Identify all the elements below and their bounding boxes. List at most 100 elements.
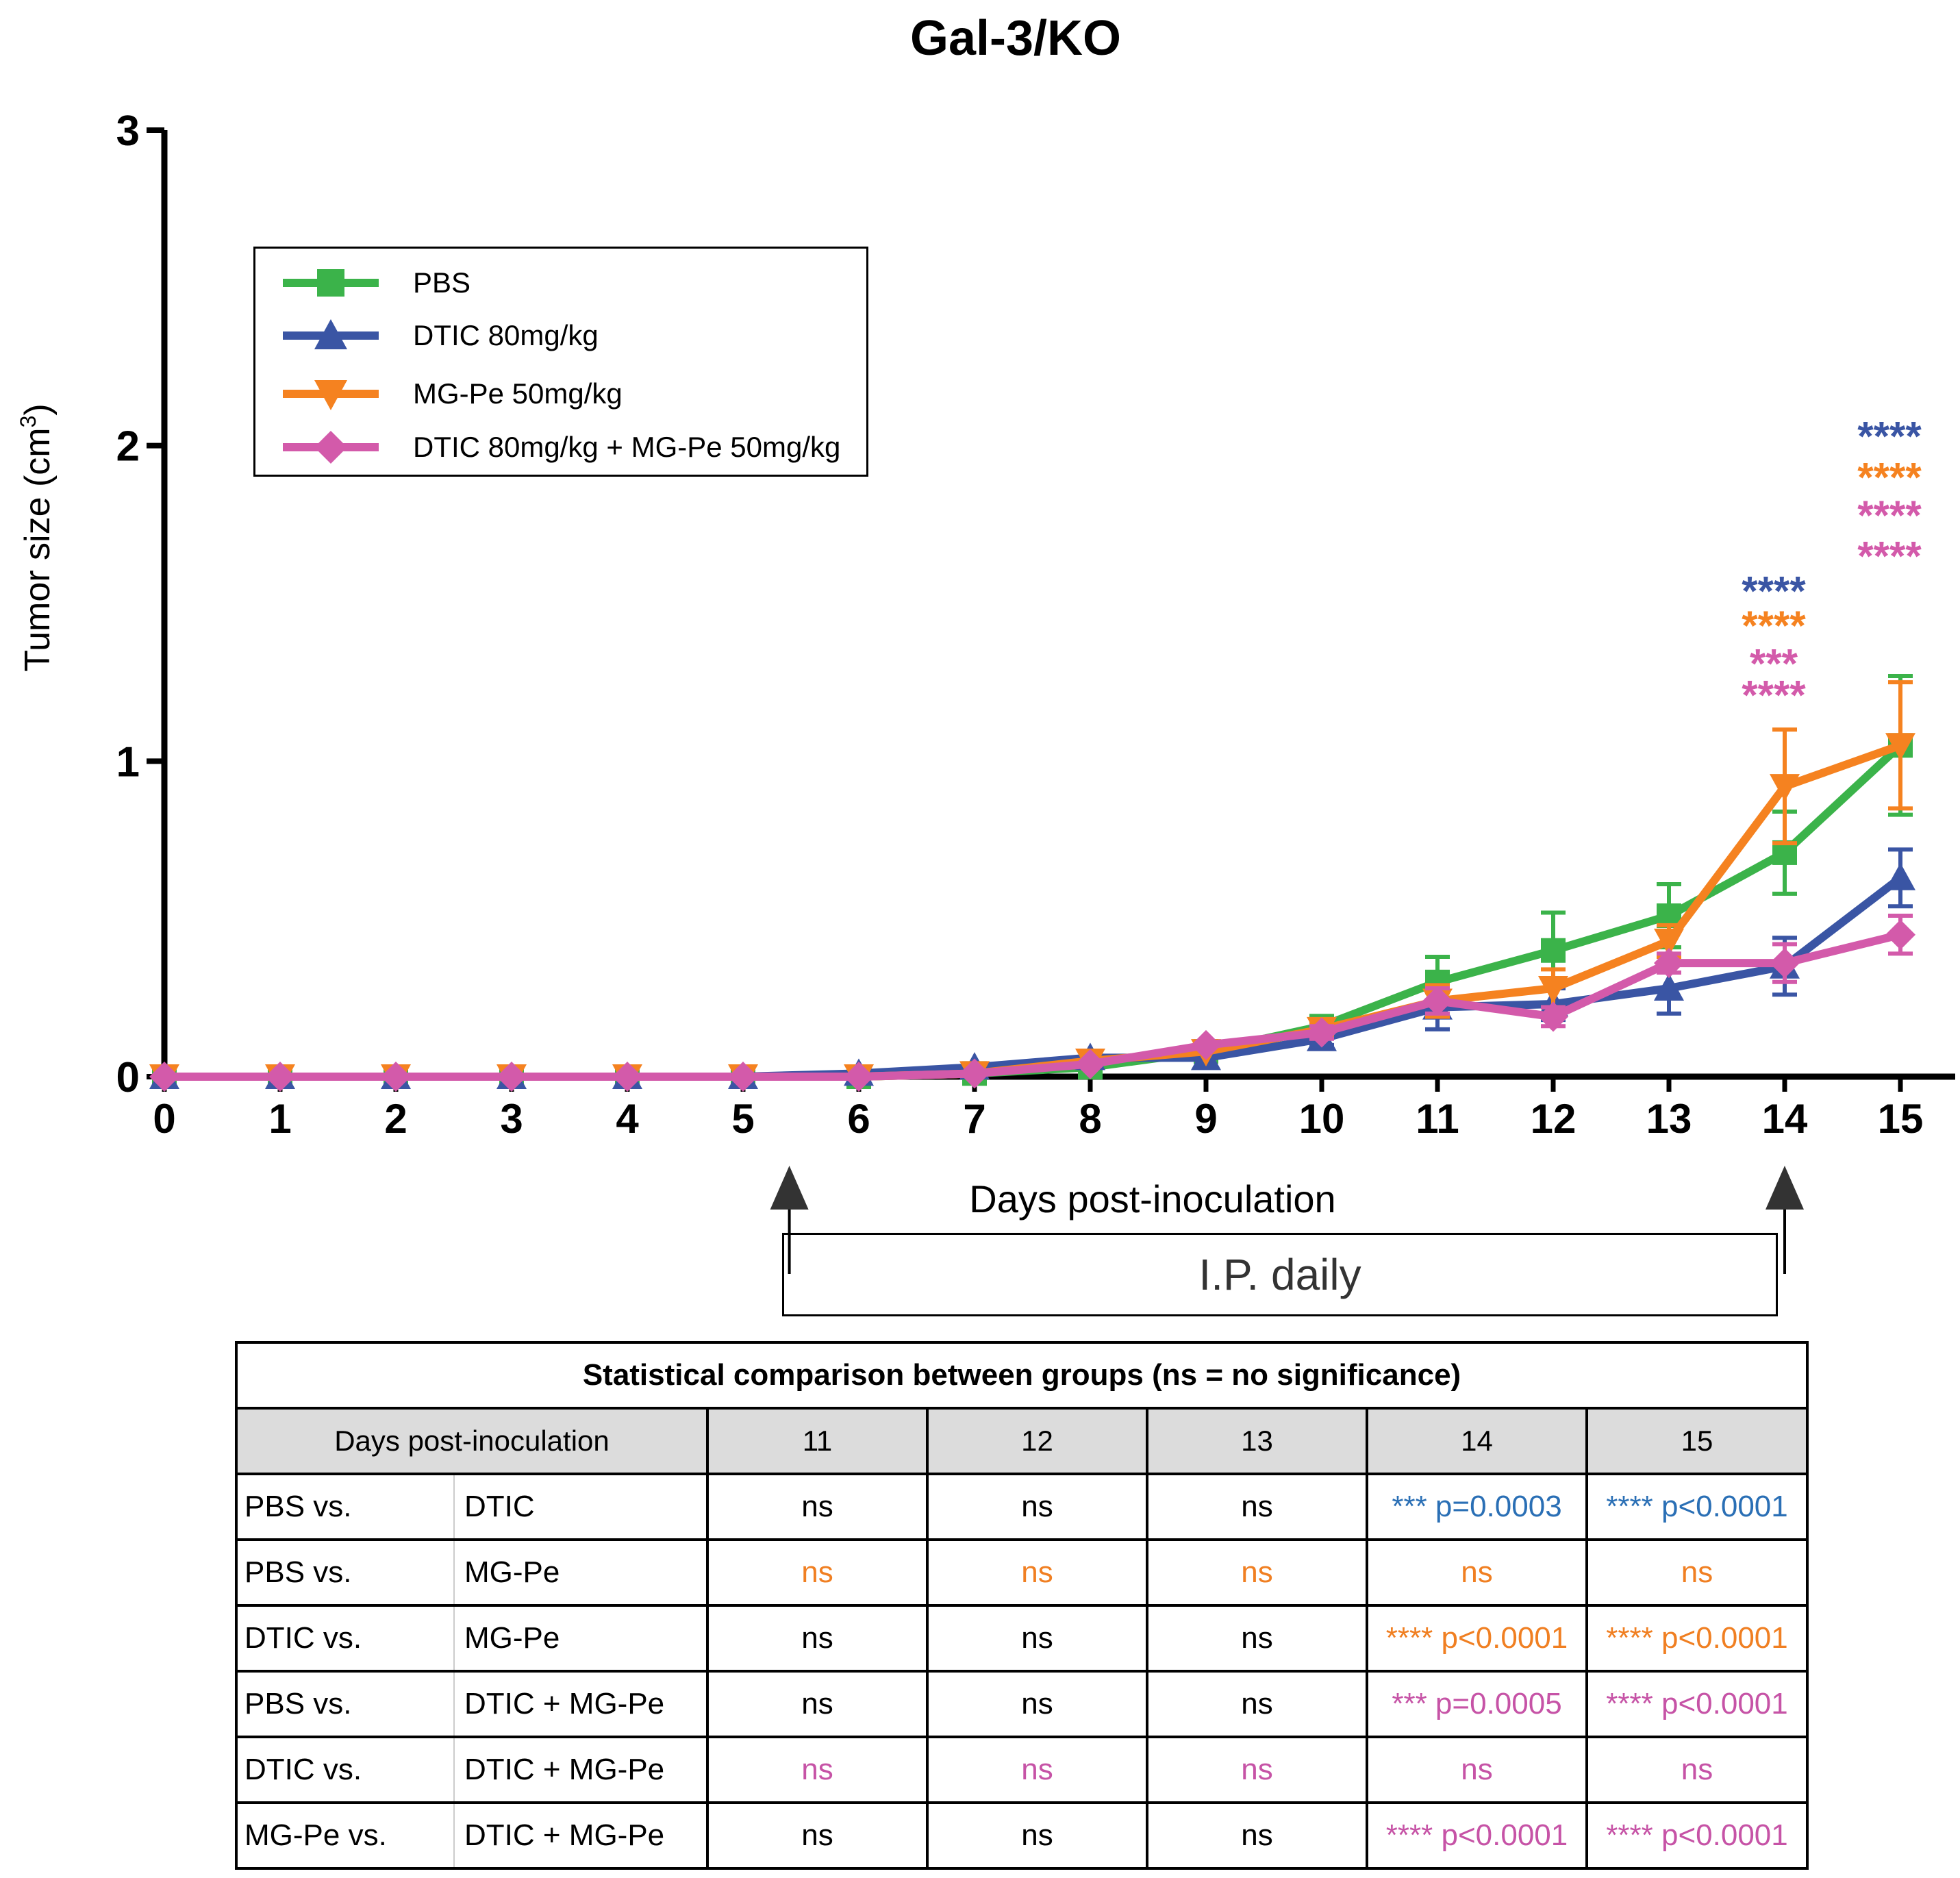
data-point: [1885, 733, 1915, 761]
comparison-group-2: DTIC + MG-Pe: [453, 1670, 709, 1738]
legend-swatch-combo: [283, 431, 379, 464]
significance-cell: **** p<0.0001: [1585, 1604, 1809, 1673]
treatment-box: I.P. daily: [782, 1233, 1778, 1316]
comparison-group-1: MG-Pe vs.: [235, 1801, 455, 1870]
significance-cell: ns: [926, 1604, 1148, 1673]
significance-cell: ns: [926, 1670, 1148, 1738]
series-line: [164, 741, 1902, 1081]
y-tick-label: 0: [116, 1054, 140, 1101]
table-header-day: 14: [1366, 1407, 1588, 1475]
significance-cell: **** p<0.0001: [1366, 1604, 1588, 1673]
significance-cell: ns: [1146, 1604, 1368, 1673]
data-point: [728, 1062, 758, 1092]
x-tick-label: 1: [268, 1096, 291, 1142]
table-header-label: Days post-inoculation: [235, 1407, 709, 1475]
data-point: [612, 1062, 642, 1092]
y-axis-label: Tumor size (cm3): [16, 403, 58, 671]
table-row: PBS vs. DTIC ns ns ns *** p=0.0003 **** p<0.00…: [235, 1473, 1809, 1541]
significance-cell: ns: [706, 1473, 929, 1541]
significance-cell: ns: [706, 1736, 929, 1804]
data-point: [844, 1062, 874, 1092]
x-tick-label: 14: [1762, 1096, 1808, 1142]
comparison-group-1: PBS vs.: [235, 1670, 455, 1738]
series-layer: [149, 673, 1915, 1092]
significance-cell: ns: [1146, 1670, 1368, 1738]
series-line: [164, 930, 1902, 1081]
table-header-day: 15: [1585, 1407, 1809, 1475]
legend-swatch-pbs: [283, 269, 379, 297]
significance-cell: ns: [1585, 1538, 1809, 1607]
y-tick-label: 2: [116, 423, 140, 471]
treatment-arrows: [770, 1166, 1804, 1274]
data-point: [1191, 1029, 1221, 1060]
table-row: PBS vs. MG-Pe ns ns ns ns ns: [235, 1538, 1809, 1607]
significance-stars: ***: [1750, 640, 1798, 686]
significance-cell: ns: [1146, 1736, 1368, 1804]
x-tick-label: 7: [963, 1096, 985, 1142]
data-point: [1422, 986, 1453, 1016]
significance-cell: ns: [926, 1801, 1148, 1870]
statistics-table: Statistical comparison between groups (n…: [234, 1341, 1809, 1870]
series-3: [149, 914, 1915, 1092]
comparison-group-2: MG-Pe: [453, 1538, 709, 1607]
data-point: [381, 1062, 411, 1092]
significance-cell: *** p=0.0005: [1366, 1670, 1588, 1738]
series-line: [164, 742, 1904, 1081]
legend-label-pbs: PBS: [413, 266, 471, 299]
legend-label-combo: DTIC 80mg/kg + MG-Pe 50mg/kg: [413, 431, 841, 463]
x-tick-label: 13: [1646, 1096, 1692, 1142]
x-tick-label: 11: [1416, 1096, 1459, 1142]
table-row: DTIC vs. MG-Pe ns ns ns **** p<0.0001 **** p<0…: [235, 1604, 1809, 1673]
data-point: [1654, 928, 1684, 956]
legend-label-dtic: DTIC 80mg/kg: [413, 319, 599, 351]
significance-stars: ****: [1742, 603, 1806, 649]
table-row: PBS vs. DTIC + MG-Pe ns ns ns *** p=0.0005 ***…: [235, 1670, 1809, 1738]
legend-item-combo: DTIC 80mg/kg + MG-Pe 50mg/kg: [283, 427, 840, 468]
table-header-day: 12: [926, 1407, 1148, 1475]
significance-stars: ****: [1742, 672, 1806, 718]
data-point: [1307, 1017, 1337, 1048]
comparison-group-2: DTIC + MG-Pe: [453, 1736, 709, 1804]
data-point: [149, 1062, 179, 1092]
treatment-arrow-head: [1766, 1166, 1804, 1210]
significance-stars: ****: [1857, 455, 1922, 501]
y-tick-label: 3: [116, 108, 140, 155]
table-title: Statistical comparison between groups (n…: [234, 1341, 1809, 1410]
x-tick-label: 15: [1878, 1096, 1924, 1142]
data-point: [1541, 938, 1566, 963]
x-tick-label: 8: [1079, 1096, 1101, 1142]
table-row: DTIC vs. DTIC + MG-Pe ns ns ns ns ns: [235, 1736, 1809, 1804]
significance-cell: ns: [1146, 1801, 1368, 1870]
data-point: [1770, 948, 1800, 979]
significance-cell: ns: [706, 1538, 929, 1607]
significance-cell: ns: [926, 1736, 1148, 1804]
significance-cell: *** p=0.0003: [1366, 1473, 1588, 1541]
significance-cell: ns: [1366, 1736, 1588, 1804]
y-axis-label-superscript: 3: [16, 416, 40, 428]
data-point: [497, 1062, 527, 1092]
tumor-growth-chart: Gal-3/KO Tumor size (cm3) Days post-inoc…: [16, 11, 1955, 1274]
significance-cell: ns: [706, 1670, 929, 1738]
data-point: [265, 1062, 295, 1092]
significance-cell: ns: [706, 1801, 929, 1870]
legend-swatch-dtic: [283, 319, 379, 349]
significance-cell: **** p<0.0001: [1585, 1473, 1809, 1541]
significance-stars: ****: [1742, 568, 1806, 614]
chart-title: Gal-3/KO: [910, 11, 1121, 66]
data-point: [1885, 919, 1915, 950]
comparison-group-2: MG-Pe: [453, 1604, 709, 1673]
x-tick-label: 10: [1299, 1096, 1345, 1142]
significance-cell: ns: [1366, 1538, 1588, 1607]
series-0: [152, 673, 1913, 1089]
table-row: MG-Pe vs. DTIC + MG-Pe ns ns ns **** p<0.0001…: [235, 1801, 1809, 1870]
x-axis-label: Days post-inoculation: [969, 1177, 1335, 1220]
treatment-arrow-head: [770, 1166, 809, 1210]
significance-stars: ****: [1857, 534, 1922, 579]
significance-cell: ns: [1585, 1736, 1809, 1804]
series-2: [149, 680, 1915, 1092]
data-point: [1075, 1049, 1105, 1079]
comparison-group-1: PBS vs.: [235, 1538, 455, 1607]
data-point: [1654, 973, 1684, 1001]
y-axis-label-close: ): [18, 403, 58, 415]
data-point: [1885, 862, 1915, 890]
